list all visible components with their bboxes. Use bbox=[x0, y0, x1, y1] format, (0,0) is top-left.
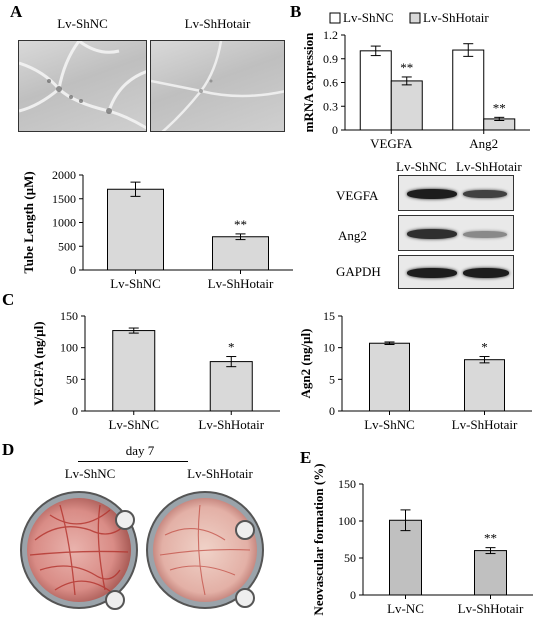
photo-label-shhotair: Lv-ShHotair bbox=[184, 16, 251, 31]
y-tick-label: 0.6 bbox=[323, 76, 338, 90]
panel-letter-b: B bbox=[290, 2, 302, 21]
y-tick-label: 0.9 bbox=[323, 52, 338, 66]
bar bbox=[359, 50, 392, 131]
blot-lane-gapdh bbox=[398, 255, 514, 289]
legend-swatch bbox=[329, 12, 341, 24]
day-label-line bbox=[78, 461, 188, 462]
y-tick-label: 0.3 bbox=[323, 99, 338, 113]
y-tick-label: 5 bbox=[329, 372, 335, 386]
significance-mark: ** bbox=[234, 217, 247, 232]
bar bbox=[107, 188, 164, 271]
tube-network-drawing-shnc bbox=[19, 41, 146, 130]
y-axis-label: Neovascular formation (%) bbox=[311, 463, 326, 615]
x-tick-label: Lv-ShHotair bbox=[452, 417, 518, 432]
x-tick-label: Lv-NC bbox=[387, 601, 424, 616]
y-tick-label: 100 bbox=[338, 514, 356, 528]
tube-network-drawing-shhotair bbox=[151, 41, 284, 131]
tube-formation-photo-shhotair bbox=[150, 40, 285, 132]
x-tick-label: Lv-ShHotair bbox=[208, 276, 274, 291]
blot-lane-vegfa bbox=[398, 175, 514, 211]
tube-formation-photo-shnc bbox=[18, 40, 147, 132]
significance-mark: ** bbox=[400, 60, 413, 75]
x-tick-label: Lv-ShNC bbox=[108, 417, 159, 432]
y-tick-label: 500 bbox=[58, 239, 76, 253]
significance-mark: * bbox=[228, 340, 235, 355]
y-tick-label: 0 bbox=[329, 404, 335, 418]
legend-label: Lv-ShNC bbox=[343, 10, 394, 25]
x-tick-label: Lv-ShNC bbox=[110, 276, 161, 291]
y-tick-label: 1.2 bbox=[323, 28, 338, 42]
blot-band bbox=[463, 231, 507, 238]
significance-mark: ** bbox=[484, 531, 497, 546]
blot-label-vegfa: VEGFA bbox=[336, 188, 379, 203]
y-axis-label: Tube Length (µM) bbox=[21, 171, 36, 273]
blot-header-shnc: Lv-ShNC bbox=[396, 159, 447, 174]
x-tick-label: Lv-ShHotair bbox=[198, 417, 264, 432]
blot-lane-ang2 bbox=[398, 215, 514, 251]
y-tick-label: 150 bbox=[338, 477, 356, 491]
panel-letter-a: A bbox=[10, 2, 23, 21]
bar bbox=[474, 550, 507, 596]
blot-band bbox=[463, 190, 507, 198]
y-tick-label: 15 bbox=[323, 309, 335, 323]
blot-band bbox=[407, 189, 457, 199]
blot-band bbox=[407, 268, 457, 278]
blot-band bbox=[463, 268, 509, 278]
dish-label-shhotair: Lv-ShHotair bbox=[187, 466, 253, 481]
y-tick-label: 0 bbox=[70, 263, 76, 277]
day-label: day 7 bbox=[125, 443, 155, 458]
bar bbox=[389, 519, 422, 596]
significance-mark: ** bbox=[493, 100, 506, 115]
photo-label-shnc: Lv-ShNC bbox=[57, 16, 108, 31]
y-axis-label: Agn2 (ng/µl) bbox=[298, 329, 313, 399]
blot-band bbox=[407, 229, 457, 239]
legend-label: Lv-ShHotair bbox=[423, 10, 489, 25]
dish-shnc bbox=[20, 491, 138, 610]
y-tick-label: 0 bbox=[72, 404, 78, 418]
y-tick-label: 150 bbox=[60, 309, 78, 323]
bar bbox=[209, 361, 253, 412]
x-tick-label: Lv-ShNC bbox=[364, 417, 415, 432]
x-tick-label: VEGFA bbox=[370, 136, 413, 151]
y-tick-label: 10 bbox=[323, 341, 335, 355]
y-axis-label: VEGFA (ng/µl) bbox=[31, 321, 46, 405]
y-tick-label: 100 bbox=[60, 341, 78, 355]
y-tick-label: 1500 bbox=[52, 192, 76, 206]
y-tick-label: 50 bbox=[344, 551, 356, 565]
bar bbox=[464, 359, 505, 412]
panel-letter-c: C bbox=[2, 290, 15, 309]
y-axis-label: mRNA expression bbox=[301, 32, 316, 133]
y-tick-label: 1000 bbox=[52, 216, 76, 230]
bar bbox=[369, 342, 410, 412]
bar bbox=[212, 236, 269, 271]
y-tick-label: 0 bbox=[332, 123, 338, 137]
y-tick-label: 2000 bbox=[52, 168, 76, 182]
x-tick-label: Ang2 bbox=[469, 136, 498, 151]
panel-letter-d: D bbox=[2, 440, 15, 459]
y-tick-label: 50 bbox=[66, 372, 78, 386]
blot-label-ang2: Ang2 bbox=[338, 228, 367, 243]
blot-label-gapdh: GAPDH bbox=[336, 264, 381, 279]
y-tick-label: 0 bbox=[350, 588, 356, 602]
blot-header-shhotair: Lv-ShHotair bbox=[456, 159, 522, 174]
significance-mark: * bbox=[481, 340, 488, 355]
x-tick-label: Lv-ShHotair bbox=[458, 601, 524, 616]
bar bbox=[112, 330, 156, 412]
bar bbox=[452, 49, 485, 131]
dish-shhotair bbox=[146, 491, 264, 609]
dish-label-shnc: Lv-ShNC bbox=[64, 466, 116, 481]
legend-swatch bbox=[409, 12, 421, 24]
panel-letter-e: E bbox=[300, 448, 312, 467]
